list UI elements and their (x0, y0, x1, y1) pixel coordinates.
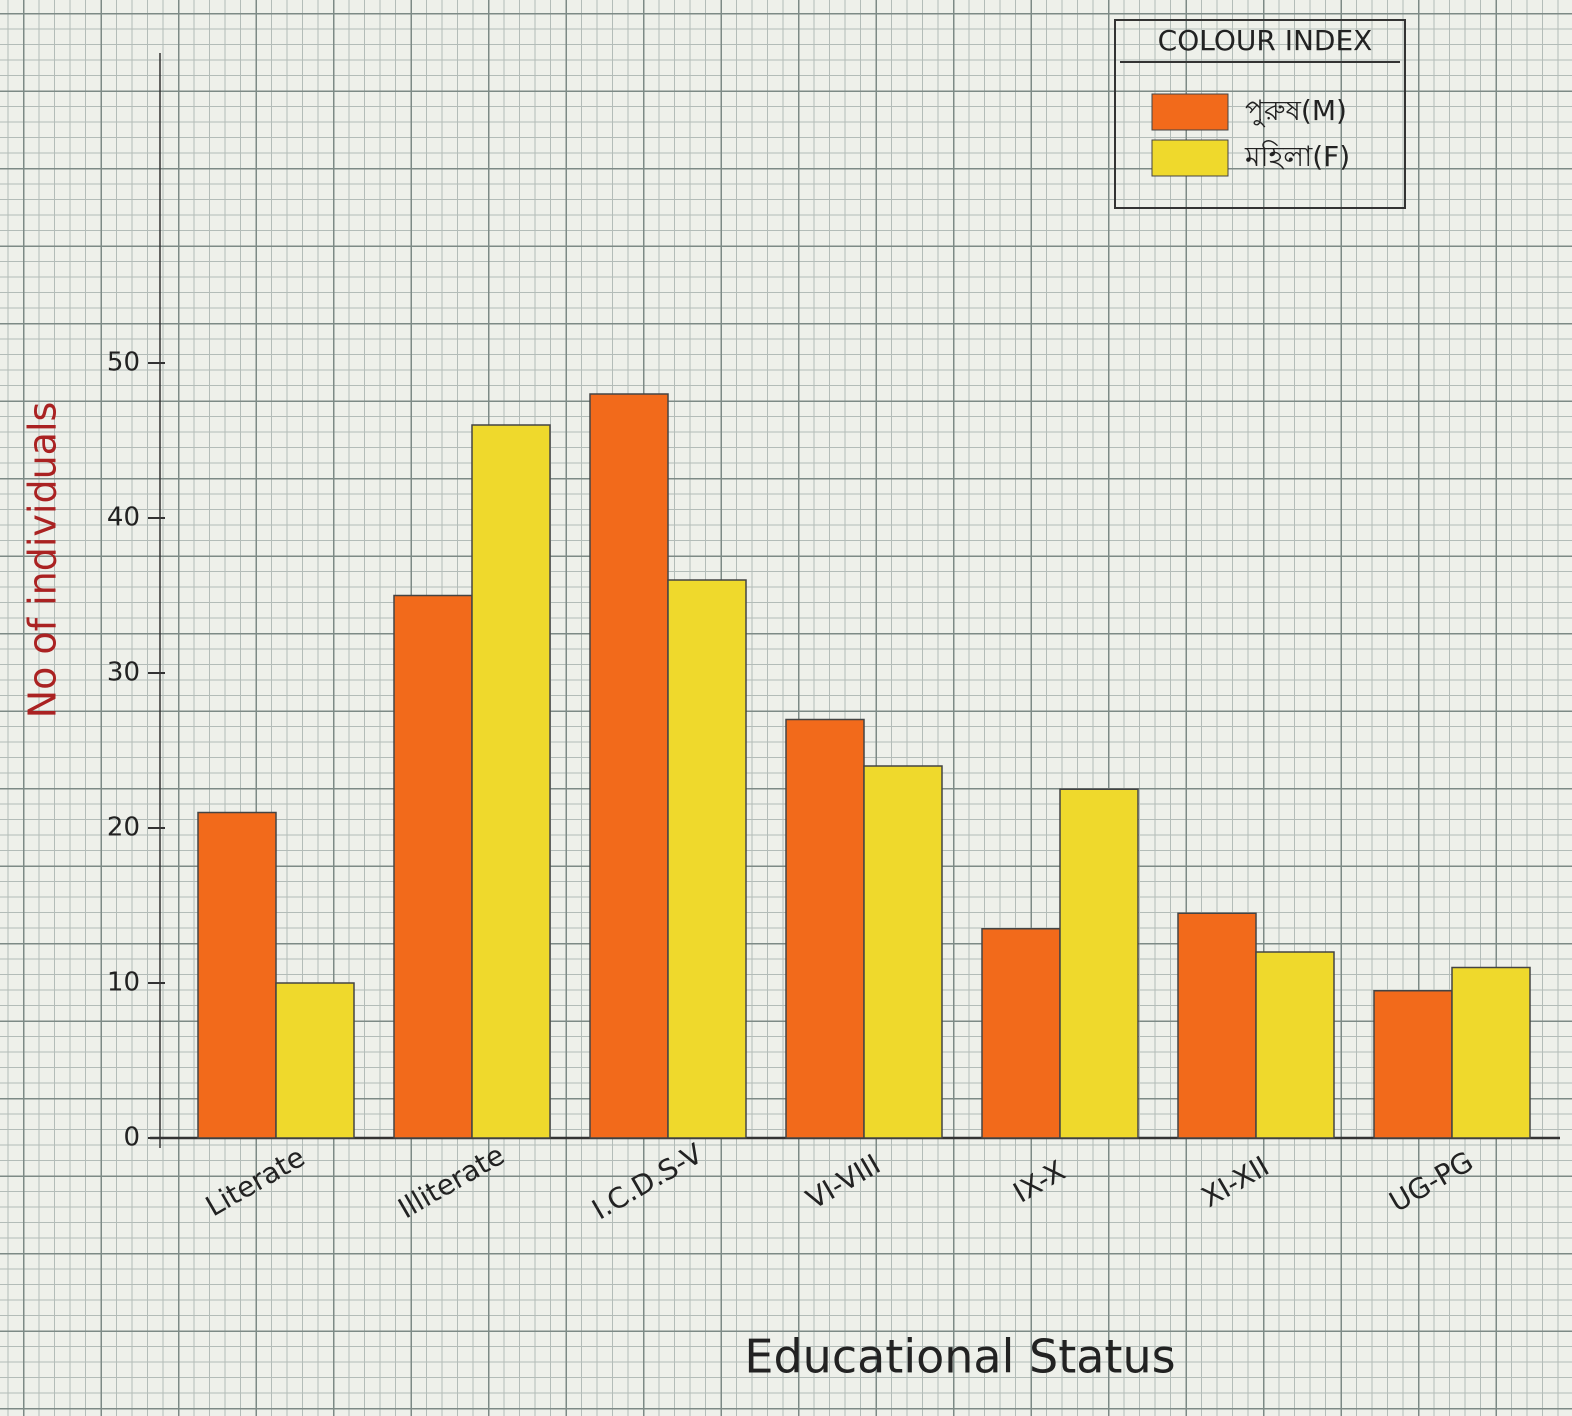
x-tick-label: UG-PG (1384, 1145, 1479, 1219)
y-tick-label: 20 (107, 813, 140, 843)
bar (393, 594, 473, 1139)
x-tick-label: Illiterate (392, 1138, 510, 1225)
y-tick-label: 10 (107, 968, 140, 998)
legend-box (1114, 19, 1406, 209)
bar (667, 579, 747, 1139)
legend-title: COLOUR INDEX (1158, 24, 1373, 57)
bar (981, 928, 1061, 1139)
y-axis-label: No of individuals (21, 402, 65, 719)
x-axis-label: Educational Status (744, 1330, 1175, 1384)
legend-label: মহিলা(F) (1244, 140, 1350, 173)
bar (863, 765, 943, 1139)
y-tick-label: 30 (107, 658, 140, 688)
bar (1255, 951, 1335, 1139)
bar (197, 811, 277, 1139)
x-tick-label: IX-X (1008, 1154, 1071, 1210)
legend-swatch (1151, 93, 1229, 131)
x-tick-label: VI-VIII (800, 1147, 886, 1215)
y-tick-label: 50 (107, 348, 140, 378)
x-tick-label: Literate (200, 1140, 310, 1223)
bar (1059, 788, 1139, 1139)
legend-swatch (1151, 139, 1229, 177)
bar (1451, 966, 1531, 1139)
x-tick-label: I.C.D.S-V (586, 1137, 708, 1226)
bar (1177, 912, 1257, 1139)
bar (1373, 990, 1453, 1139)
bar (275, 982, 355, 1139)
bar (785, 718, 865, 1139)
y-tick-label: 0 (123, 1123, 140, 1153)
bar (589, 393, 669, 1139)
y-tick-label: 40 (107, 503, 140, 533)
legend-label: পুরুষ(M) (1245, 94, 1347, 127)
x-tick-label: XI-XII (1196, 1149, 1275, 1214)
bar (471, 424, 551, 1139)
